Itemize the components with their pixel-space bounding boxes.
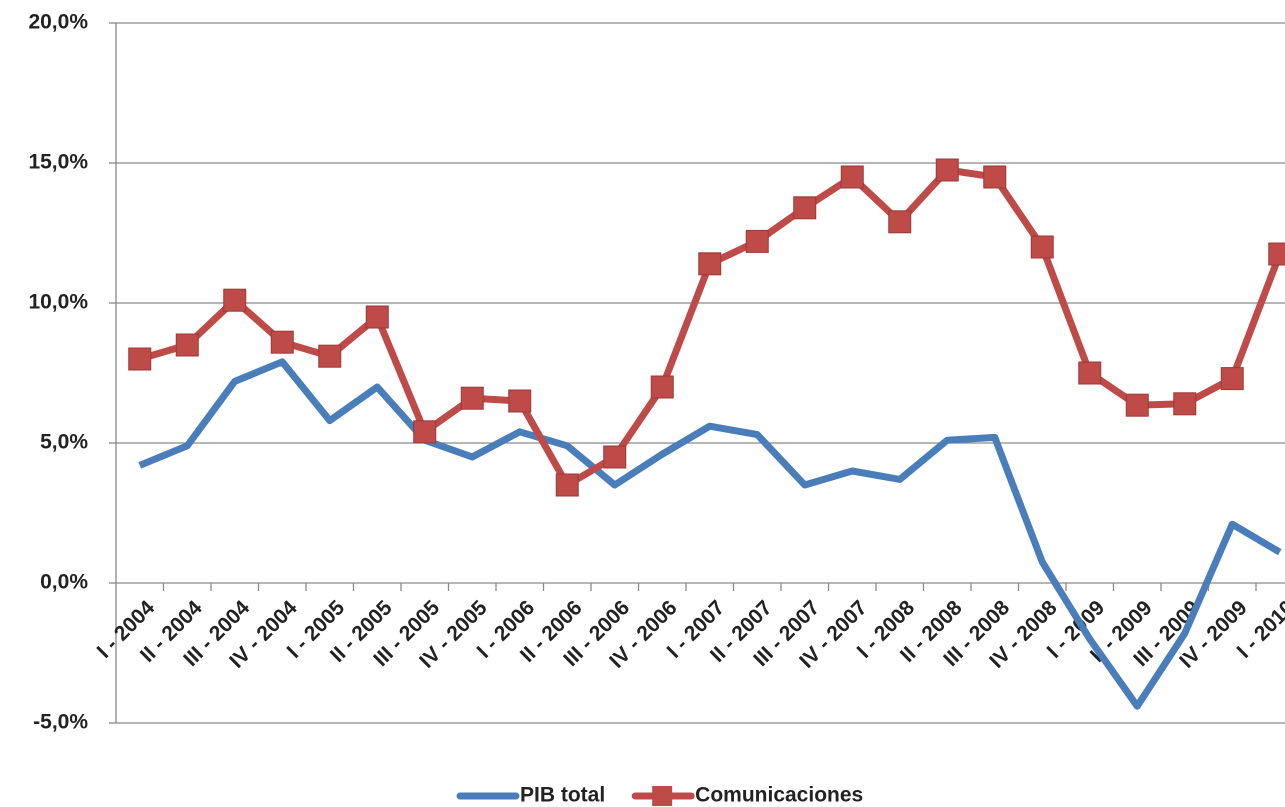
marker [413, 420, 437, 444]
y-tick-label: 20,0% [28, 11, 88, 34]
marker [128, 347, 152, 371]
marker [555, 473, 579, 497]
marker [650, 375, 674, 399]
marker [888, 210, 912, 234]
marker [793, 196, 817, 220]
series-line [138, 358, 1282, 710]
marker [508, 389, 532, 413]
marker [365, 305, 389, 329]
y-tick-label: 5,0% [40, 431, 88, 454]
y-tick-label: -5,0% [33, 711, 88, 734]
marker [983, 165, 1007, 189]
marker [840, 165, 864, 189]
marker [1125, 393, 1149, 417]
legend-label: Comunicaciones [695, 784, 863, 807]
marker [1268, 242, 1285, 266]
y-tick-label: 0,0% [40, 571, 88, 594]
series-line [138, 166, 1284, 489]
marker [270, 330, 294, 354]
marker [745, 229, 769, 253]
marker [1030, 235, 1054, 259]
legend-marker [652, 786, 673, 806]
marker [460, 386, 484, 410]
marker [223, 288, 247, 312]
legend-label: PIB total [520, 784, 605, 807]
marker [1220, 367, 1244, 391]
marker [935, 158, 959, 182]
marker [603, 445, 627, 469]
marker [698, 252, 722, 276]
marker [318, 344, 342, 368]
marker [1173, 392, 1197, 416]
marker [175, 333, 199, 357]
y-tick-label: 10,0% [28, 291, 88, 314]
marker [1078, 361, 1102, 385]
y-tick-label: 15,0% [28, 151, 88, 174]
